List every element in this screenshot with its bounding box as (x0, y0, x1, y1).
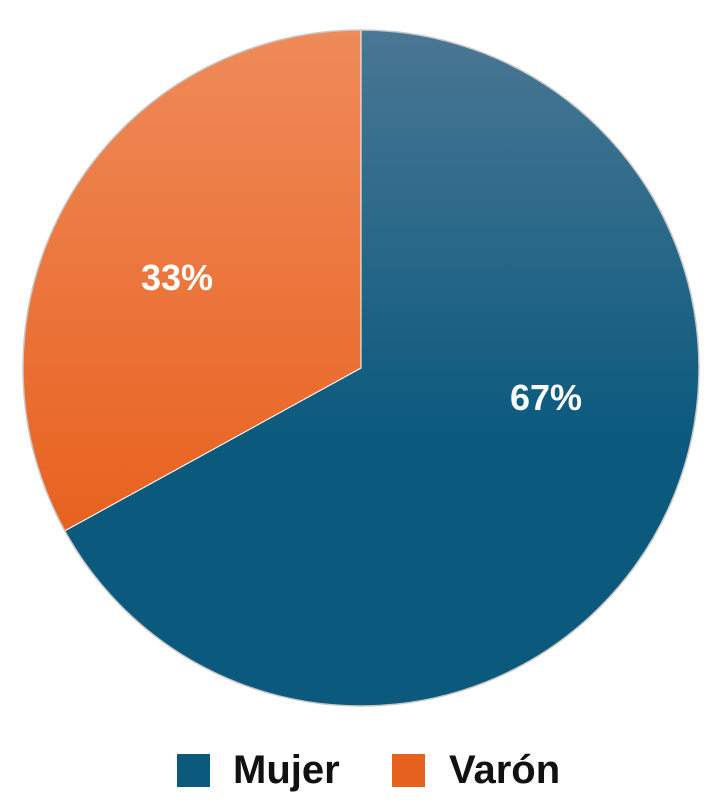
data-label-mujer: 67% (510, 377, 582, 418)
legend: Mujer Varón (0, 748, 727, 794)
data-label-varon: 33% (141, 257, 213, 298)
pie-outline (22, 29, 700, 707)
legend-label-varon: Varón (449, 748, 561, 792)
pie-chart: 67% 33% (22, 29, 700, 707)
legend-swatch-varon (392, 754, 425, 787)
legend-label-mujer: Mujer (233, 748, 340, 792)
legend-swatch-mujer (177, 754, 210, 787)
